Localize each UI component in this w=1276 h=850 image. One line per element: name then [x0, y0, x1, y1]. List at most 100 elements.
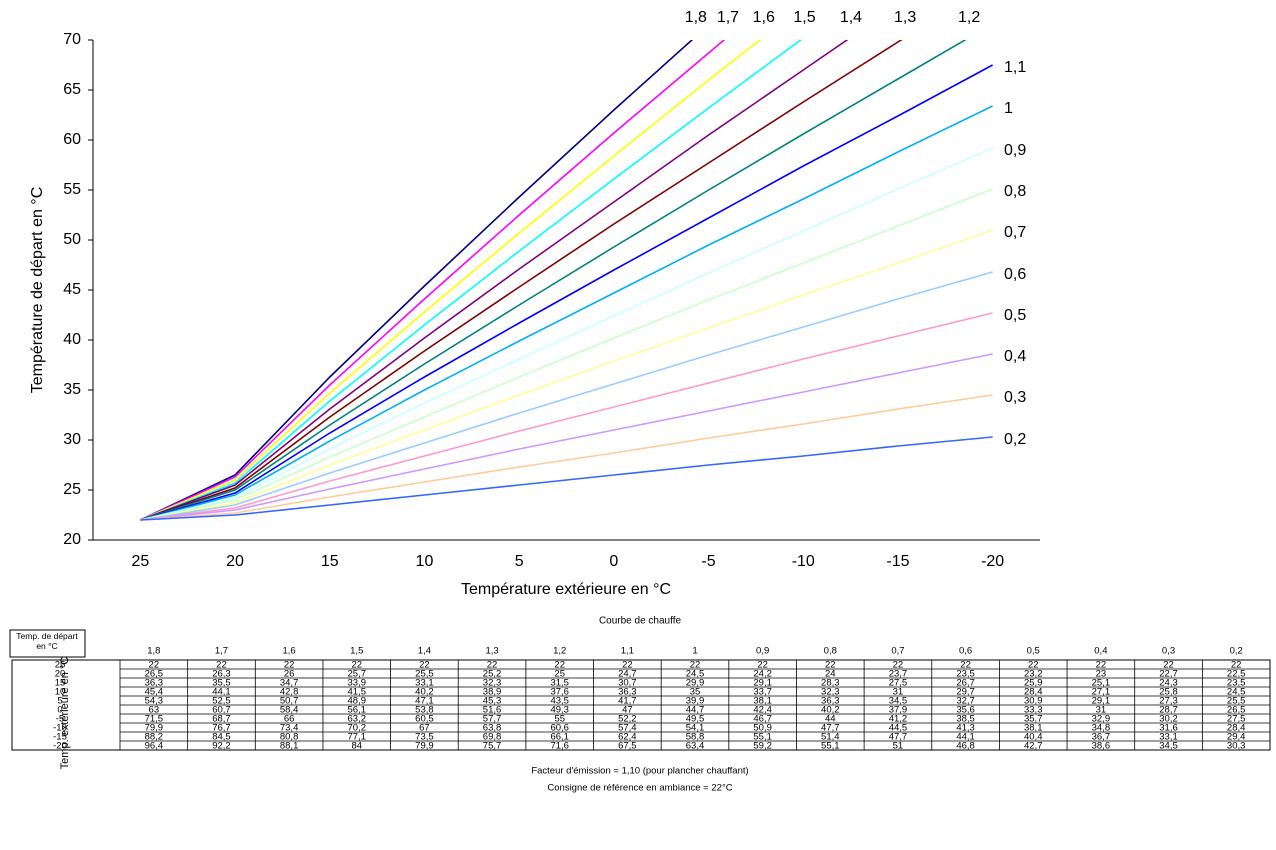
y-axis-title: Température de départ en °C — [29, 187, 46, 394]
y-tick-label: 35 — [63, 381, 81, 398]
series-label: 1,8 — [685, 9, 707, 26]
table-cell: 34,5 — [889, 696, 908, 707]
series-line — [140, 271, 993, 521]
series-line — [140, 353, 993, 521]
table-cell: 41,2 — [889, 714, 908, 725]
series-label: 1,7 — [717, 9, 739, 26]
table-cell: 25 — [554, 669, 565, 680]
series-line — [139, 40, 762, 521]
table-cell: 32,3 — [483, 678, 502, 689]
table-cell: 26 — [284, 669, 295, 680]
table-cell: 51,4 — [821, 732, 840, 743]
table-cell: 63,4 — [686, 741, 705, 752]
table-cell: 52,2 — [618, 714, 637, 725]
x-tick-label: 10 — [416, 553, 434, 570]
table-cell: 33,9 — [348, 678, 367, 689]
table-cell: 42,4 — [753, 705, 772, 716]
series-label: 0,2 — [1004, 431, 1026, 448]
table-cell: 55 — [554, 714, 565, 725]
table-cell: 51 — [893, 741, 904, 752]
row-header: -10 — [53, 723, 67, 734]
table-cell: 51,6 — [483, 705, 502, 716]
table-cell: 36,3 — [145, 678, 164, 689]
table-cell: 55,1 — [753, 732, 772, 743]
table-cell: 58,4 — [280, 705, 299, 716]
column-header: 1,6 — [283, 646, 296, 657]
x-axis-title: Température extérieure en °C — [461, 581, 671, 598]
table-cell: 84 — [351, 741, 362, 752]
series-label: 0,3 — [1004, 389, 1026, 406]
table-cell: 96,4 — [145, 741, 164, 752]
series-label: 1,1 — [1004, 59, 1026, 76]
table-cell: 22 — [419, 660, 430, 671]
table-cell: 60,5 — [415, 714, 434, 725]
series-label: 0,5 — [1004, 307, 1026, 324]
row-header: 0 — [57, 705, 62, 716]
y-tick-label: 55 — [63, 181, 81, 198]
column-header: 0,5 — [1027, 646, 1040, 657]
table-cell: 35,6 — [956, 705, 975, 716]
table-cell: 45,3 — [483, 696, 502, 707]
table-cell: 79,9 — [145, 723, 164, 734]
table-cell: 88,1 — [280, 741, 299, 752]
table-cell: 28,4 — [1227, 723, 1246, 734]
table-cell: 67,5 — [618, 741, 637, 752]
table-title: Courbe de chauffe — [599, 616, 682, 627]
table-cell: 44 — [825, 714, 836, 725]
table-cell: 30,7 — [618, 678, 637, 689]
table-cell: 45,4 — [145, 687, 164, 698]
table-cell: 27,3 — [1159, 696, 1178, 707]
x-tick-label: -20 — [981, 553, 1004, 570]
table-cell: 54,1 — [686, 723, 705, 734]
table-cell: 28,4 — [1024, 687, 1043, 698]
row-header: 20 — [55, 669, 66, 680]
table-cell: 80,8 — [280, 732, 299, 743]
column-header: 0,3 — [1162, 646, 1175, 657]
row-axis-title: Temp. extérieure en °C — [59, 657, 71, 770]
table-cell: 46,8 — [956, 741, 975, 752]
column-header: 0,8 — [824, 646, 837, 657]
row-header: -20 — [53, 741, 67, 752]
table-cell: 26,7 — [956, 678, 975, 689]
table-cell: 53,8 — [415, 705, 434, 716]
table-cell: 30,2 — [1159, 714, 1178, 725]
table-cell: 22 — [757, 660, 768, 671]
table-cell: 33,1 — [1159, 732, 1178, 743]
x-tick-label: 20 — [226, 553, 244, 570]
column-header: 1,7 — [215, 646, 228, 657]
table-cell: 22 — [893, 660, 904, 671]
table-cell: 75,7 — [483, 741, 502, 752]
table-cell: 77,1 — [348, 732, 367, 743]
plot-area — [139, 40, 993, 521]
column-header: 1,3 — [485, 646, 498, 657]
table-cell: 34,8 — [1092, 723, 1111, 734]
y-tick-label: 25 — [63, 481, 81, 498]
column-header: 0,9 — [756, 646, 769, 657]
row-header: 15 — [55, 678, 66, 689]
table-cell: 44,5 — [889, 723, 908, 734]
column-header: 1,8 — [147, 646, 160, 657]
corner-text: Temp. de départ en °C — [16, 631, 78, 651]
table-cell: 37,6 — [550, 687, 569, 698]
row-header: 10 — [55, 687, 66, 698]
table-cell: 31 — [893, 687, 904, 698]
table-cell: 62,4 — [618, 732, 637, 743]
column-header: 1,5 — [350, 646, 363, 657]
table-cell: 38,5 — [956, 714, 975, 725]
column-header: 0,4 — [1094, 646, 1107, 657]
series-line — [140, 40, 802, 521]
table-cell: 50,9 — [753, 723, 772, 734]
table-cell: 66 — [284, 714, 295, 725]
table-cell: 25,2 — [483, 669, 502, 680]
table-cell: 57,4 — [618, 723, 637, 734]
table-cell: 38,9 — [483, 687, 502, 698]
x-tick-label: 15 — [321, 553, 339, 570]
series-line — [140, 229, 993, 521]
y-tick-label: 20 — [63, 531, 81, 548]
table-cell: 24,5 — [686, 669, 705, 680]
table-cell: 73,4 — [280, 723, 299, 734]
table-cell: 31 — [1096, 705, 1107, 716]
table-cell: 88,2 — [145, 732, 164, 743]
table-cell: 54,3 — [145, 696, 164, 707]
